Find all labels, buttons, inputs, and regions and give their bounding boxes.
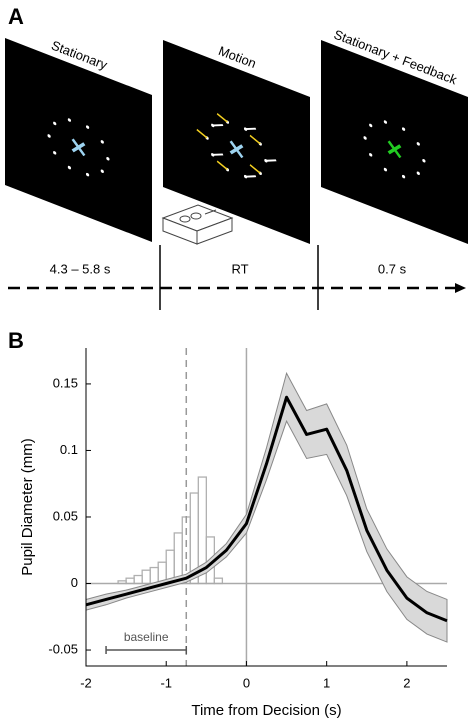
dot [53, 151, 57, 155]
screen [163, 40, 310, 244]
x-tick-label: 1 [323, 675, 330, 690]
dot [422, 159, 426, 163]
timeline [8, 245, 466, 310]
y-tick-label: 0.05 [53, 508, 78, 523]
screen-face [5, 38, 152, 242]
dot [401, 174, 406, 179]
dot [369, 123, 373, 128]
baseline-bracket [105, 646, 188, 654]
duration-label: 0.7 s [378, 261, 407, 276]
fixation-cross [229, 140, 244, 159]
y-tick-label: 0.1 [60, 442, 78, 457]
motion-arrow [216, 112, 228, 123]
confidence-band [85, 371, 448, 643]
histogram-bar [149, 566, 159, 585]
motion-arrow [249, 134, 261, 145]
dot [67, 165, 72, 170]
motion-arrow [245, 127, 257, 131]
dot [369, 153, 373, 157]
motion-arrow [196, 128, 208, 139]
y-tick-label: 0 [71, 575, 78, 590]
dot [416, 142, 420, 146]
fixation-cross [71, 138, 86, 157]
chart: baseline -0.05 0 0.05 0.1 0.15 -2 -1 0 1 2 Time fro… [19, 348, 448, 719]
x-tick-label: 0 [243, 675, 250, 690]
motion-arrow [212, 153, 224, 156]
motion-arrow [265, 159, 277, 162]
dot [100, 169, 104, 173]
histogram-bar [213, 577, 224, 585]
response-box [161, 204, 234, 245]
fixation-cross [387, 140, 402, 159]
y-tick-label: 0.15 [53, 375, 78, 390]
y-tick-label: -0.05 [48, 641, 78, 656]
dot [383, 120, 388, 124]
histogram-bar [133, 574, 143, 585]
screen [321, 40, 468, 244]
dot [106, 157, 110, 161]
dot [85, 125, 90, 129]
dot [416, 171, 420, 175]
dot [401, 127, 406, 131]
baseline-label: baseline [124, 630, 169, 644]
screen-face [163, 40, 310, 244]
dot [47, 134, 51, 138]
motion-arrow [212, 124, 224, 127]
panel-label: B [8, 328, 24, 353]
screen-face [321, 40, 468, 244]
y-axis-label: Pupil Diameter (mm) [19, 438, 36, 576]
histogram-bar [125, 577, 135, 585]
x-tick-label: -1 [160, 675, 172, 690]
x-tick-label: -2 [80, 675, 92, 690]
x-tick-label: 2 [403, 675, 410, 690]
motion-arrow [249, 164, 261, 174]
x-axis-label: Time from Decision (s) [191, 702, 341, 719]
axes [85, 348, 447, 667]
screen [5, 38, 152, 242]
dot [85, 172, 90, 177]
motion-arrow [216, 160, 228, 171]
panel-label: A [8, 4, 24, 29]
histogram-bar [141, 569, 151, 585]
dot [363, 136, 367, 140]
dot [67, 118, 72, 122]
duration-label: 4.3 – 5.8 s [50, 261, 111, 276]
dot [383, 167, 388, 172]
dot [100, 140, 104, 144]
mean-line [85, 395, 448, 623]
motion-arrow [245, 175, 257, 178]
screens: Stationary Motion Stationary + Feedback [5, 27, 468, 244]
dot [53, 121, 57, 126]
duration-label: RT [231, 261, 248, 276]
